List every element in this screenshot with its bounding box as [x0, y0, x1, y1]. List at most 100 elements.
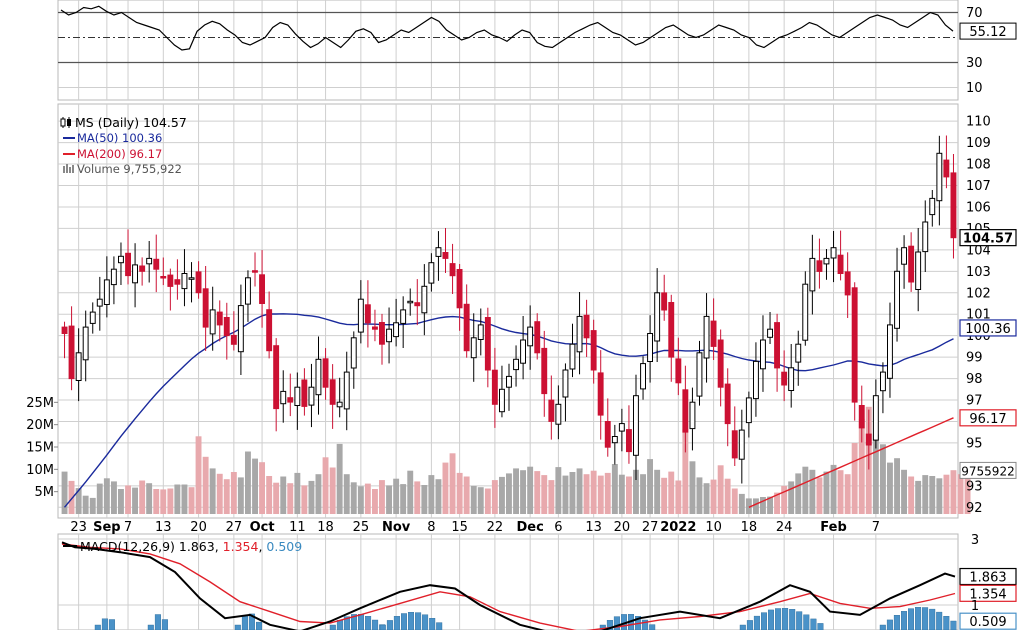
volume-bar	[661, 477, 668, 514]
candle-body	[929, 197, 936, 216]
volume-bar	[957, 474, 964, 514]
candle-body	[230, 334, 237, 345]
candle-body	[357, 298, 364, 333]
x-tick-label: Oct	[250, 520, 275, 535]
volume-bar	[830, 464, 837, 514]
candle-body	[372, 326, 378, 330]
candle-body	[851, 287, 858, 403]
candle-body	[654, 292, 661, 342]
macd-histogram-bar	[782, 608, 789, 631]
volume-bar	[541, 475, 548, 514]
candle-body	[287, 397, 294, 403]
candle-body	[428, 262, 435, 284]
price-tick-label: 108	[966, 158, 991, 173]
candle-body	[682, 389, 689, 433]
volume-bar	[350, 482, 357, 514]
volume-bar	[816, 477, 823, 514]
rsi-panel: 55.12	[58, 5, 1017, 88]
ma50-price-label: 100.36	[965, 322, 1011, 337]
candle-body	[943, 159, 950, 178]
volume-bar	[477, 487, 484, 514]
candle-body	[400, 309, 407, 324]
macd-histogram-bar	[256, 621, 263, 631]
volume-bar	[259, 462, 265, 514]
macd-histogram-bar	[886, 619, 893, 631]
macd-histogram-bar	[234, 624, 241, 631]
macd-histogram-bar	[415, 612, 422, 631]
volume-bar	[872, 434, 879, 514]
x-tick-label: 13	[155, 520, 172, 535]
price-candles	[61, 135, 957, 484]
volume-tick-label: 20M	[26, 418, 54, 433]
volume-legend: Volume 9,755,922	[77, 162, 182, 176]
candle-body	[506, 375, 512, 388]
macd-value-label: 1.354	[969, 587, 1006, 602]
candle-body	[414, 302, 421, 307]
candle-body	[322, 358, 329, 388]
macd-histogram-bar	[649, 624, 656, 631]
volume-bar	[245, 451, 251, 514]
macd-histogram-bar	[893, 615, 900, 631]
volume-bar	[287, 483, 294, 514]
x-tick-label: 20	[190, 520, 207, 535]
volume-bar	[68, 480, 75, 514]
volume-bar	[520, 470, 526, 514]
candle-body	[950, 172, 957, 239]
volume-tick-label: 5M	[35, 485, 55, 500]
volume-bar	[96, 483, 103, 514]
price-tick-label: 93	[966, 479, 983, 494]
x-tick-label: 10	[705, 520, 722, 535]
price-tick-label: 107	[966, 179, 991, 194]
volume-bar	[75, 488, 82, 514]
candle-body	[724, 383, 731, 425]
macd-value-label: 0.509	[969, 615, 1006, 630]
candle-body	[647, 333, 653, 362]
candle-body	[174, 279, 181, 285]
candle-body	[774, 322, 780, 369]
candle-body	[823, 257, 830, 265]
candle-body	[280, 390, 287, 405]
volume-legend-icon	[63, 164, 74, 173]
macd-value-box	[959, 567, 1017, 586]
candle-body	[139, 265, 146, 272]
candle-body	[576, 315, 583, 353]
volume-bar	[315, 474, 322, 514]
volume-bar	[174, 484, 181, 514]
volume-bar	[675, 480, 682, 514]
macd-histogram-bar	[94, 624, 101, 631]
candle-legend-icon	[60, 117, 71, 128]
volume-bar	[731, 488, 738, 514]
rsi-tick-label: 10	[966, 81, 983, 96]
volume-bar	[61, 471, 68, 514]
volume-bar	[470, 485, 477, 514]
macd-value-label: 1.863	[969, 571, 1006, 586]
candle-body	[118, 255, 124, 264]
candle-body	[103, 279, 110, 305]
volume-tick-label: 10M	[26, 463, 54, 478]
volume-bar	[111, 481, 117, 514]
volume-bar	[357, 486, 364, 514]
candle-body	[802, 283, 809, 341]
volume-bar	[689, 461, 696, 514]
candle-body	[294, 386, 301, 407]
macd-histogram-bar	[108, 619, 115, 631]
volume-bar	[414, 481, 421, 514]
volume-bar	[618, 474, 625, 514]
candle-body	[597, 372, 604, 416]
volume-bar	[499, 476, 505, 514]
volume-bar	[456, 472, 463, 514]
volume-bar	[442, 462, 449, 514]
volume-bar	[767, 496, 773, 514]
candle-body	[75, 352, 82, 381]
candle-body	[132, 264, 139, 284]
volume-bar	[696, 477, 703, 514]
volume-bar	[237, 477, 244, 514]
volume-bar	[435, 479, 442, 514]
volume-bar	[901, 469, 907, 514]
volume-bar	[216, 473, 223, 514]
macd-value-box	[959, 612, 1017, 630]
rsi-tick-label: 70	[966, 6, 983, 21]
x-tick-label: 7	[124, 520, 132, 535]
volume-bar	[640, 474, 646, 514]
candle-body	[865, 433, 872, 446]
